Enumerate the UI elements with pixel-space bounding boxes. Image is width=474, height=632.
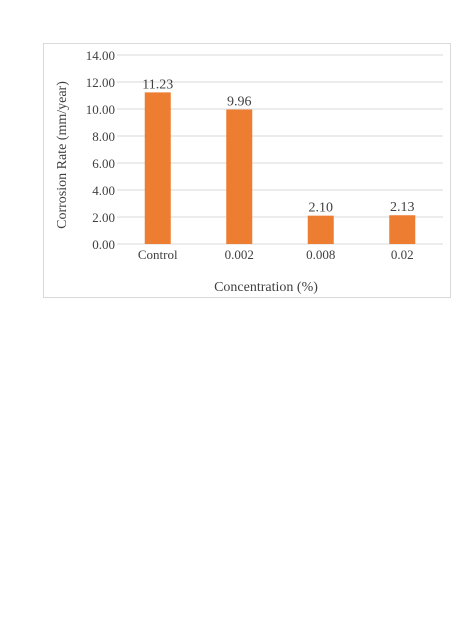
x-tick-label: 0.008	[306, 247, 335, 262]
bar-0-008	[307, 215, 334, 244]
data-label: 2.13	[390, 200, 415, 215]
y-tick-label: 12.00	[86, 75, 115, 90]
y-tick-label: 0.00	[92, 237, 115, 252]
bar-control	[144, 92, 171, 245]
data-label: 11.23	[142, 77, 173, 92]
gridlines	[117, 54, 443, 245]
y-tick-label: 8.00	[92, 129, 115, 144]
y-tick-label: 6.00	[92, 156, 115, 171]
y-tick-label: 2.00	[92, 210, 115, 225]
y-tick-label: 10.00	[86, 102, 115, 117]
bar-0-02	[389, 215, 416, 244]
x-tick-label: 0.002	[225, 247, 254, 262]
y-tick-label: 14.00	[86, 48, 115, 63]
x-axis-title: Concentration (%)	[214, 280, 318, 295]
x-tick-labels: Control 0.002 0.008 0.02	[138, 247, 414, 262]
x-tick-label: 0.02	[391, 247, 414, 262]
bar-0-002	[226, 109, 253, 244]
y-tick-labels: 0.00 2.00 4.00 6.00 8.00 10.00 12.00 14.00	[86, 48, 115, 252]
x-tick-label: Control	[138, 247, 178, 262]
y-tick-label: 4.00	[92, 183, 115, 198]
data-labels: 11.23 9.96 2.10 2.13	[142, 77, 414, 215]
data-label: 2.10	[309, 201, 334, 216]
y-axis-title: Corrosion Rate (mm/year)	[55, 81, 70, 229]
bars	[144, 92, 416, 245]
data-label: 9.96	[227, 95, 252, 110]
